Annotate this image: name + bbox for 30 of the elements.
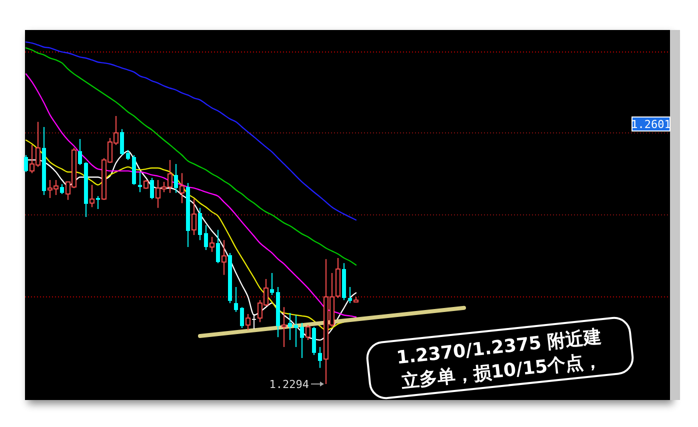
candlestick [198,207,202,241]
candlestick [96,196,100,210]
candlestick [132,154,136,186]
candlestick [24,154,28,173]
annotation: 1.2294 [269,378,310,391]
candlestick [318,346,322,368]
candlestick [186,182,190,248]
candlestick [204,224,208,250]
candlestick [42,126,46,196]
candlestick [78,138,82,166]
candlestick [294,314,298,348]
candlestick [138,172,142,193]
candlestick [234,286,238,312]
candlestick [174,163,178,194]
candlestick [180,172,184,204]
candlestick [240,306,244,328]
candlestick [192,198,196,236]
candlestick [282,306,286,348]
annotation: 1.2601 [631,118,671,131]
candlestick [84,162,88,218]
annotation: 1.2370/1.2375 附近建立多单，损10/15个点， [395,326,602,392]
candlestick [276,286,280,338]
candlestick [60,184,64,194]
candlestick [300,322,304,359]
candlestick [288,312,292,341]
candlestick [120,128,124,156]
candlestick [216,229,220,264]
candlestick [126,150,130,160]
candlestick [222,240,226,276]
candlestick [252,314,256,330]
